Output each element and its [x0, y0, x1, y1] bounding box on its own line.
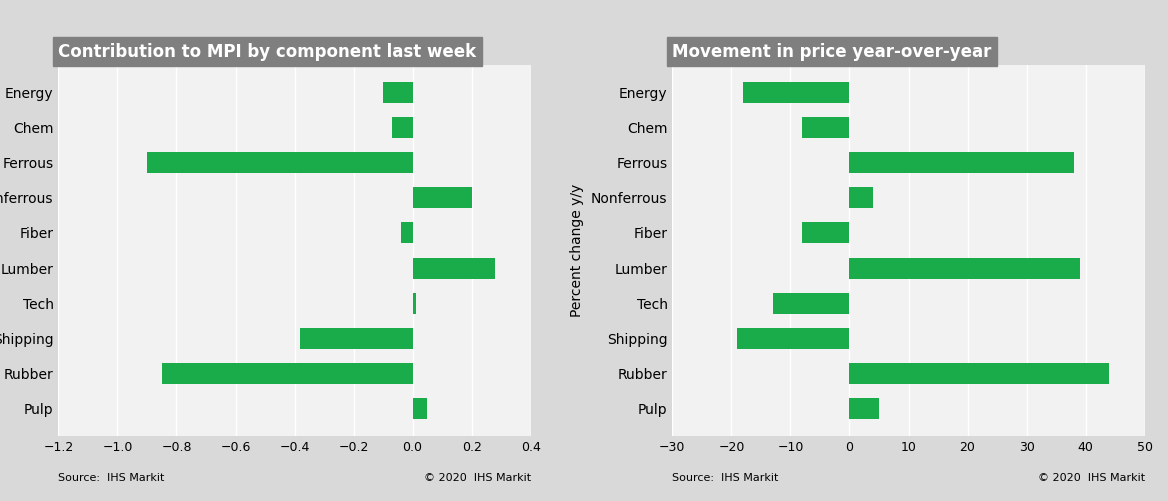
Bar	[412, 398, 427, 419]
Bar	[161, 363, 412, 384]
Bar	[401, 222, 412, 243]
Bar	[412, 187, 472, 208]
Bar	[147, 152, 412, 173]
Y-axis label: Percent change y/y: Percent change y/y	[570, 184, 584, 317]
Bar	[849, 152, 1073, 173]
Bar	[412, 293, 416, 314]
Bar	[849, 398, 880, 419]
Text: Source:  IHS Markit: Source: IHS Markit	[673, 473, 779, 483]
Bar	[412, 258, 495, 279]
Bar	[849, 363, 1110, 384]
Bar	[849, 187, 874, 208]
Bar	[802, 117, 849, 138]
Text: Contribution to MPI by component last week: Contribution to MPI by component last we…	[58, 43, 477, 61]
Text: © 2020  IHS Markit: © 2020 IHS Markit	[1037, 473, 1145, 483]
Bar	[392, 117, 412, 138]
Bar	[737, 328, 849, 349]
Bar	[773, 293, 849, 314]
Text: © 2020  IHS Markit: © 2020 IHS Markit	[424, 473, 530, 483]
Bar	[849, 258, 1079, 279]
Bar	[383, 82, 412, 103]
Text: Movement in price year-over-year: Movement in price year-over-year	[673, 43, 992, 61]
Text: Source:  IHS Markit: Source: IHS Markit	[58, 473, 165, 483]
Bar	[743, 82, 849, 103]
Bar	[802, 222, 849, 243]
Bar	[300, 328, 412, 349]
